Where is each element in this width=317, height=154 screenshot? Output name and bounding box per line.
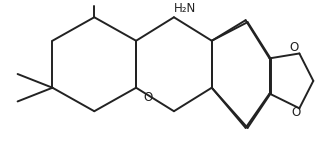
Text: H₂N: H₂N bbox=[174, 2, 196, 15]
Text: O: O bbox=[290, 41, 299, 54]
Text: O: O bbox=[292, 106, 301, 119]
Text: O: O bbox=[143, 91, 153, 104]
